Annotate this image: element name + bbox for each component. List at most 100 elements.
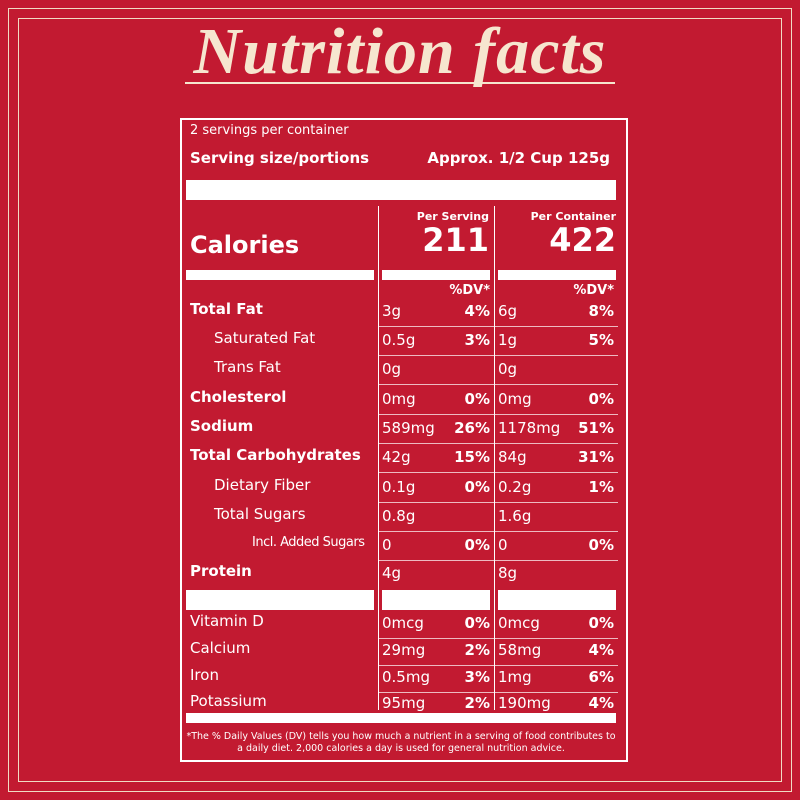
title-underline bbox=[185, 82, 615, 84]
serving-amount: 0.1g bbox=[382, 478, 416, 496]
divider-bar bbox=[186, 180, 616, 200]
serving-amount: 589mg bbox=[382, 419, 435, 437]
container-amount: 6g bbox=[498, 302, 518, 320]
container-amount: 1g bbox=[498, 331, 518, 349]
divider-bar bbox=[498, 590, 616, 610]
container-dv: 0% bbox=[588, 614, 614, 632]
serving-amount: 95mg bbox=[382, 694, 426, 712]
serving-dv: 15% bbox=[454, 448, 490, 466]
column-line bbox=[378, 206, 379, 710]
serving-dv: 26% bbox=[454, 419, 490, 437]
divider-bar bbox=[186, 590, 374, 610]
nutrient-name: Sodium bbox=[190, 417, 254, 435]
container-amount: 1.6g bbox=[498, 507, 532, 525]
divider-bar bbox=[382, 270, 490, 280]
container-amount: 0.2g bbox=[498, 478, 532, 496]
nutrient-name: Protein bbox=[190, 562, 252, 580]
serving-amount: 0g bbox=[382, 360, 402, 378]
nutrient-name: Calcium bbox=[190, 639, 251, 657]
calories-per-container: 422 bbox=[549, 221, 616, 259]
nutrient-name: Dietary Fiber bbox=[214, 476, 311, 494]
row-line bbox=[378, 531, 618, 532]
serving-amount: 0 bbox=[382, 536, 392, 554]
nutrient-name: Cholesterol bbox=[190, 388, 287, 406]
serving-amount: 0.5mg bbox=[382, 668, 430, 686]
container-dv: 8% bbox=[588, 302, 614, 320]
calories-label: Calories bbox=[190, 231, 300, 259]
container-amount: 84g bbox=[498, 448, 527, 466]
dv-header: %DV* bbox=[573, 283, 614, 298]
container-dv: 6% bbox=[588, 668, 614, 686]
container-amount: 190mg bbox=[498, 694, 551, 712]
container-amount: 8g bbox=[498, 564, 518, 582]
serving-amount: 3g bbox=[382, 302, 402, 320]
nutrient-name: Iron bbox=[190, 666, 219, 684]
row-line bbox=[378, 692, 618, 693]
row-line bbox=[378, 384, 618, 385]
container-dv: 31% bbox=[578, 448, 614, 466]
nutrient-name: Trans Fat bbox=[214, 358, 281, 376]
row-line bbox=[378, 326, 618, 327]
container-dv: 51% bbox=[578, 419, 614, 437]
serving-dv: 4% bbox=[464, 302, 490, 320]
row-line bbox=[378, 638, 618, 639]
nutrient-name: Potassium bbox=[190, 692, 267, 710]
footnote: *The % Daily Values (DV) tells you how m… bbox=[186, 731, 616, 754]
container-amount: 1mg bbox=[498, 668, 532, 686]
frame bbox=[8, 8, 792, 792]
dv-header: %DV* bbox=[449, 283, 490, 298]
servings: 2 servings per container bbox=[190, 123, 349, 138]
container-amount: 1178mg bbox=[498, 419, 561, 437]
row-line bbox=[378, 502, 618, 503]
serving-amount: 0mcg bbox=[382, 614, 424, 632]
container-amount: 0 bbox=[498, 536, 508, 554]
container-amount: 58mg bbox=[498, 641, 542, 659]
divider-bar bbox=[186, 713, 616, 723]
serving-dv: 0% bbox=[464, 390, 490, 408]
divider-bar bbox=[186, 270, 374, 280]
nutrient-name: Total Fat bbox=[190, 300, 263, 318]
nutrient-name: Total Sugars bbox=[214, 505, 306, 523]
container-amount: 0g bbox=[498, 360, 518, 378]
container-dv: 4% bbox=[588, 694, 614, 712]
serving-dv: 2% bbox=[464, 694, 490, 712]
container-dv: 5% bbox=[588, 331, 614, 349]
nutrient-name: Total Carbohydrates bbox=[190, 446, 361, 464]
row-line bbox=[378, 355, 618, 356]
calories-per-serving: 211 bbox=[422, 221, 489, 259]
nutrient-name: Vitamin D bbox=[190, 612, 264, 630]
title: Nutrition facts bbox=[193, 15, 607, 88]
row-line bbox=[378, 414, 618, 415]
nutrient-name: Incl. Added Sugars bbox=[252, 535, 365, 550]
divider-bar bbox=[382, 590, 490, 610]
serving-amount: 4g bbox=[382, 564, 402, 582]
row-line bbox=[378, 472, 618, 473]
serving-dv: 3% bbox=[464, 668, 490, 686]
per-container-header: Per Container bbox=[530, 210, 616, 223]
serving-dv: 2% bbox=[464, 641, 490, 659]
container-dv: 0% bbox=[588, 536, 614, 554]
serving-amount: 0.5g bbox=[382, 331, 416, 349]
serving-amount: 42g bbox=[382, 448, 411, 466]
serving-amount: 0.8g bbox=[382, 507, 416, 525]
row-line bbox=[378, 560, 618, 561]
per-serving-header: Per Serving bbox=[416, 210, 489, 223]
serving-size-label: Serving size/portions bbox=[190, 149, 370, 167]
serving-dv: 0% bbox=[464, 478, 490, 496]
container-dv: 1% bbox=[588, 478, 614, 496]
nutrient-name: Saturated Fat bbox=[214, 329, 316, 347]
serving-amount: 0mg bbox=[382, 390, 416, 408]
divider-bar bbox=[498, 270, 616, 280]
row-line bbox=[378, 443, 618, 444]
row-line bbox=[378, 665, 618, 666]
frame bbox=[18, 18, 782, 782]
serving-dv: 3% bbox=[464, 331, 490, 349]
container-amount: 0mcg bbox=[498, 614, 540, 632]
serving-size-value: Approx. 1/2 Cup 125g bbox=[427, 149, 610, 167]
nutrition-label bbox=[180, 118, 628, 762]
container-amount: 0mg bbox=[498, 390, 532, 408]
container-dv: 0% bbox=[588, 390, 614, 408]
serving-dv: 0% bbox=[464, 536, 490, 554]
serving-amount: 29mg bbox=[382, 641, 426, 659]
